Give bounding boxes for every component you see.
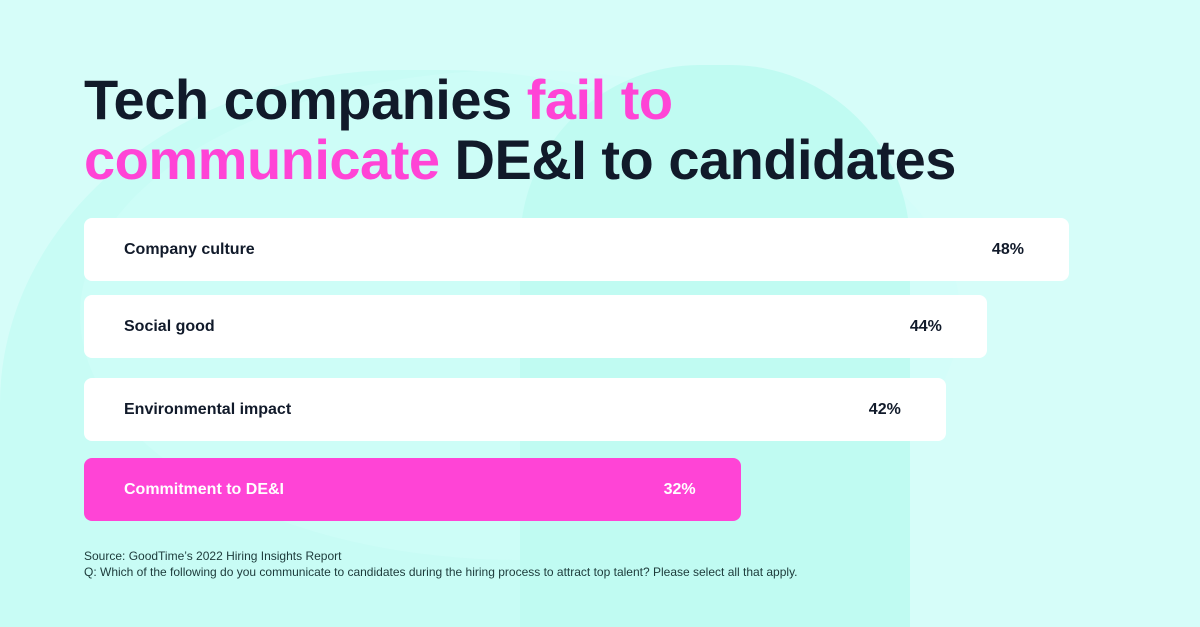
bar-value-label: 44% xyxy=(909,318,942,335)
bar: Company culture 48% xyxy=(84,218,1069,281)
bar-label: Commitment to DE&I xyxy=(124,481,284,498)
title-text: Tech companies xyxy=(84,68,527,131)
title-text: DE&I to candidates xyxy=(439,128,957,191)
bar: Environmental impact 42% xyxy=(84,378,946,441)
title-highlight: fail to xyxy=(526,68,673,131)
bar-value-label: 42% xyxy=(868,401,901,418)
bar-label: Social good xyxy=(124,318,215,335)
bar: Social good 44% xyxy=(84,295,987,358)
bar: Commitment to DE&I 32% xyxy=(84,458,741,521)
title-highlight: communicate xyxy=(84,128,440,191)
bar-value-label: 32% xyxy=(663,481,696,498)
survey-question: Q: Which of the following do you communi… xyxy=(84,565,798,579)
chart-title: Tech companies fail to communicate DE&I t… xyxy=(84,70,1144,190)
bar-label: Environmental impact xyxy=(124,401,292,418)
source-note: Source: GoodTime’s 2022 Hiring Insights … xyxy=(84,549,342,563)
bar-label: Company culture xyxy=(124,241,255,258)
bar-value-label: 48% xyxy=(991,241,1024,258)
